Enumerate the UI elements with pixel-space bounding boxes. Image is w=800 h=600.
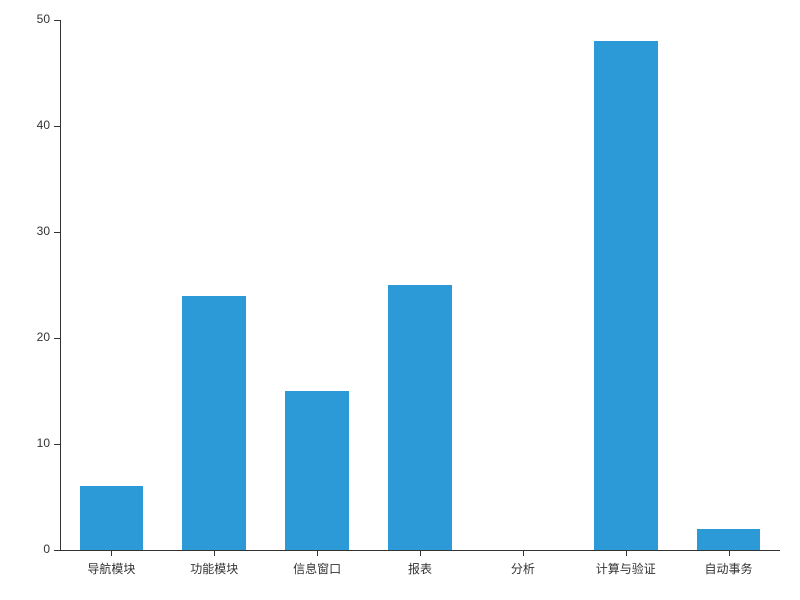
y-tick	[54, 338, 60, 339]
x-tick	[626, 550, 627, 556]
x-tick-label: 导航模块	[60, 560, 163, 577]
y-tick-label: 50	[10, 12, 50, 26]
bar	[80, 486, 144, 550]
x-tick	[420, 550, 421, 556]
y-tick-label: 20	[10, 330, 50, 344]
y-tick	[54, 550, 60, 551]
y-tick-label: 30	[10, 224, 50, 238]
x-tick-label: 自动事务	[677, 560, 780, 577]
x-tick	[523, 550, 524, 556]
bar	[697, 529, 761, 550]
x-tick	[729, 550, 730, 556]
y-tick	[54, 126, 60, 127]
bar	[285, 391, 349, 550]
y-tick-label: 10	[10, 436, 50, 450]
x-tick-label: 计算与验证	[574, 560, 677, 577]
y-tick	[54, 20, 60, 21]
y-tick	[54, 232, 60, 233]
x-tick-label: 分析	[471, 560, 574, 577]
bar-chart: 0 10 20 30 40 50 导航模块功能模块信息窗口报表分析计算与验证自动事务	[0, 0, 800, 600]
y-tick-label: 0	[10, 542, 50, 556]
bar	[182, 296, 246, 550]
x-tick	[214, 550, 215, 556]
y-tick	[54, 444, 60, 445]
bar	[594, 41, 658, 550]
x-tick	[317, 550, 318, 556]
x-tick-label: 信息窗口	[266, 560, 369, 577]
bar	[388, 285, 452, 550]
x-tick-label: 报表	[369, 560, 472, 577]
y-tick-label: 40	[10, 118, 50, 132]
x-tick	[111, 550, 112, 556]
y-axis	[60, 20, 61, 550]
x-tick-label: 功能模块	[163, 560, 266, 577]
